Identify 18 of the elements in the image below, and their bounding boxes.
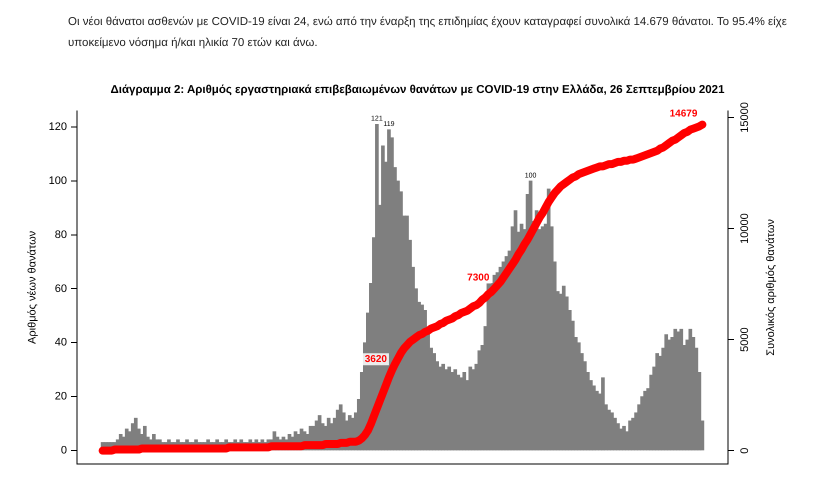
y2-axis-title: Συνολικός αριθμός θανάτων — [765, 218, 778, 356]
y-tick-label: 0 — [60, 444, 67, 457]
y-tick-label: 80 — [54, 228, 67, 241]
y-axis-title: Αριθμός νέων θανάτων — [26, 230, 39, 344]
data-label: 3620 — [364, 354, 388, 366]
y-tick-label: 20 — [54, 390, 67, 403]
y2-tick-label: 0 — [739, 448, 752, 454]
data-label: 14679 — [670, 108, 698, 120]
y2-tick-label: 5000 — [739, 327, 752, 352]
y-tick-label: 40 — [54, 336, 67, 349]
y2-tick-label: 15000 — [739, 102, 752, 133]
text: Οι νέοι θάνατοι ασθενών με COVID-19 είναι 24, ενώ από την έναρξη της επιδημίας έχουν καταγραφεί συνολικά 14.679 θάνατοι. Το 95.4% είχε υποκείμενο νόσημα ή/και ηλικία 70 ετών και άνω. — [68, 16, 787, 49]
y-tick-label: 100 — [48, 174, 67, 187]
data-label: 7300 — [467, 272, 490, 284]
chart-title: Διάγραμμα 2: Αριθμός εργαστηριακά επιβεβαιωμένων θανάτων με COVID-19 στην Ελλάδα, 26 Σεπτεμβρίου 2021 — [110, 84, 726, 96]
y2-tick-label: 10000 — [739, 213, 752, 244]
y-tick-label: 60 — [54, 282, 67, 295]
y-tick-label: 120 — [48, 121, 67, 134]
